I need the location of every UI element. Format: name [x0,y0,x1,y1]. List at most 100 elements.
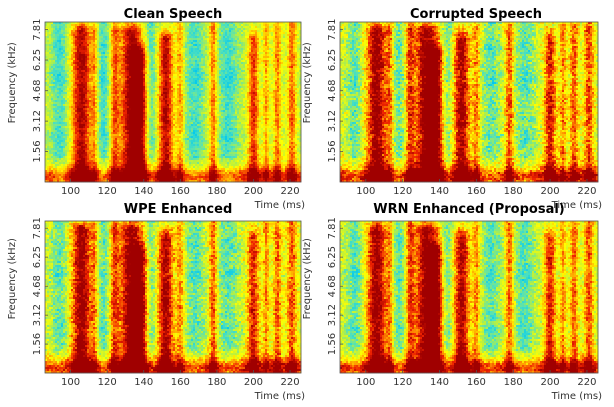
heatmap-cell [55,114,57,116]
heatmap-cell [47,100,49,102]
heatmap-cell [63,142,65,144]
heatmap-cell [55,164,57,166]
heatmap-cell [53,26,55,28]
heatmap-cell [47,80,49,82]
heatmap-cell [59,168,61,170]
heatmap-cell [59,56,61,58]
heatmap-cell [63,28,65,30]
heatmap-cell [59,26,61,28]
heatmap-cell [63,116,65,118]
heatmap-cell [61,136,63,138]
heatmap-cell [61,46,63,48]
heatmap-cell [59,38,61,40]
heatmap-cell [57,92,59,94]
heatmap-cell [61,68,63,70]
heatmap-cell [65,114,67,116]
heatmap-cell [49,54,51,56]
heatmap-cell [63,76,65,78]
heatmap-cell [57,126,59,128]
heatmap-cell [61,78,63,80]
heatmap-cell [53,66,55,68]
heatmap-cell [47,166,49,168]
heatmap-cell [59,62,61,64]
heatmap-cell [65,148,67,150]
heatmap-cell [53,86,55,88]
heatmap-cell [55,26,57,28]
heatmap-cell [55,90,57,92]
heatmap-cell [51,68,53,70]
heatmap-cell [61,178,63,180]
heatmap-cell [49,32,51,34]
heatmap-cell [63,122,65,124]
heatmap-cell [65,96,67,98]
heatmap-cell [65,76,67,78]
heatmap-cell [65,146,67,148]
heatmap-cell [57,36,59,38]
heatmap-cell [63,40,65,42]
heatmap-cell [59,104,61,106]
heatmap-cell [53,96,55,98]
heatmap-cell [65,116,67,118]
heatmap-cell [57,96,59,98]
heatmap-cell [61,54,63,56]
heatmap-cell [61,96,63,98]
heatmap-cell [57,166,59,168]
heatmap-cell [49,28,51,30]
heatmap-cell [57,64,59,66]
heatmap-cell [59,128,61,130]
heatmap-cell [67,44,69,46]
heatmap-cell [63,124,65,126]
heatmap-cell [51,66,53,68]
heatmap-cell [51,116,53,118]
heatmap-cell [51,92,53,94]
heatmap-cell [53,110,55,112]
heatmap-cell [47,56,49,58]
heatmap-cell [59,54,61,56]
heatmap-cell [57,146,59,148]
heatmap-cell [57,24,59,26]
heatmap-cell [55,170,57,172]
heatmap-cell [65,124,67,126]
heatmap-cell [55,62,57,64]
heatmap-cell [51,36,53,38]
heatmap-cell [59,94,61,96]
heatmap-cell [51,100,53,102]
heatmap-cell [63,62,65,64]
heatmap-cell [47,24,49,26]
heatmap-cell [57,156,59,158]
heatmap-cell [55,40,57,42]
heatmap-cell [55,100,57,102]
heatmap-cell [61,82,63,84]
heatmap-cell [65,42,67,44]
heatmap-cell [67,38,69,40]
heatmap-cell [49,160,51,162]
heatmap-cell [63,154,65,156]
heatmap-cell [59,162,61,164]
heatmap-cell [57,94,59,96]
heatmap-cell [57,134,59,136]
heatmap-cell [47,138,49,140]
heatmap-cell [59,110,61,112]
heatmap-cell [57,128,59,130]
heatmap-cell [51,162,53,164]
heatmap-cell [65,64,67,66]
heatmap-cell [65,52,67,54]
heatmap-cell [49,96,51,98]
heatmap-cell [65,112,67,114]
heatmap-cell [49,70,51,72]
heatmap-cell [47,168,49,170]
heatmap-cell [61,138,63,140]
heatmap-cell [53,174,55,176]
heatmap-cell [49,136,51,138]
heatmap-cell [51,148,53,150]
heatmap-cell [59,48,61,50]
heatmap-cell [65,104,67,106]
heatmap-cell [49,38,51,40]
heatmap-cell [63,84,65,86]
heatmap-cell [65,26,67,28]
heatmap-cell [47,42,49,44]
heatmap-cell [53,178,55,180]
heatmap-cell [49,116,51,118]
heatmap-cell [55,72,57,74]
